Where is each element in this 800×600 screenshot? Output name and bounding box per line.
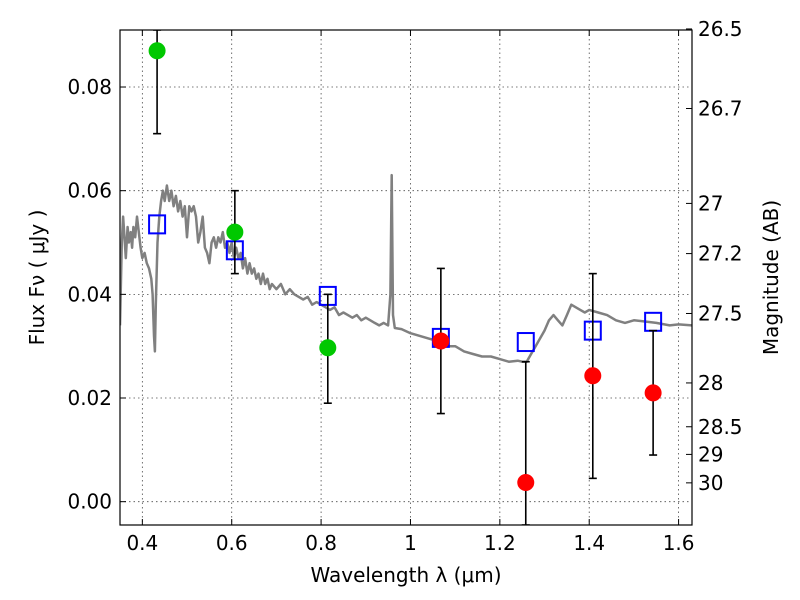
data-layer	[120, 30, 692, 525]
right-tick-label: 26.7	[698, 96, 743, 120]
model-flux-square	[148, 214, 167, 235]
right-tick-label: 28.5	[698, 415, 743, 439]
observed-flux-point	[319, 339, 337, 357]
right-axis-label: Magnitude (AB)	[759, 200, 783, 355]
y-tick-label: 0.04	[67, 282, 112, 306]
y-tick-label: 0.02	[67, 386, 112, 410]
x-tick-label: 0.4	[126, 531, 158, 555]
observed-flux-point	[432, 332, 450, 350]
model-spectrum-line	[120, 173, 692, 363]
grid	[120, 30, 692, 525]
x-axis-label: Wavelength λ (μm)	[310, 563, 501, 587]
x-tick-label: 0.8	[305, 531, 337, 555]
observed-flux-point	[584, 367, 602, 385]
x-tick-label: 1.4	[573, 531, 605, 555]
observed-flux-point	[644, 384, 662, 402]
ticks: 0.4 0.6 0.8 1 1.2 1.4 1.6 0.00 0.02 0.04 0.06 0.08 2…	[67, 17, 742, 555]
y-axis-label: Flux Fν ( μJy )	[25, 210, 49, 346]
right-tick-label: 27	[698, 191, 723, 215]
x-tick-label: 1.2	[484, 531, 516, 555]
plot-frame	[119, 29, 693, 526]
model-flux-square	[516, 332, 535, 353]
right-tick-label: 30	[698, 471, 723, 495]
right-tick-label: 29	[698, 442, 723, 466]
right-tick-label: 27.2	[698, 242, 743, 266]
observed-flux-point	[226, 223, 244, 241]
y-tick-label: 0.08	[67, 75, 112, 99]
plot-area	[120, 30, 692, 525]
right-tick-label: 28	[698, 371, 723, 395]
x-tick-label: 1	[404, 531, 417, 555]
y-tick-label: 0.06	[67, 179, 112, 203]
right-tick-label: 27.5	[698, 301, 743, 325]
observed-flux-point	[517, 473, 535, 491]
observed-flux-point	[148, 42, 166, 60]
right-tick-label: 26.5	[698, 17, 743, 41]
x-tick-label: 1.6	[663, 531, 695, 555]
y-tick-label: 0.00	[67, 490, 112, 514]
x-tick-label: 0.6	[216, 531, 248, 555]
